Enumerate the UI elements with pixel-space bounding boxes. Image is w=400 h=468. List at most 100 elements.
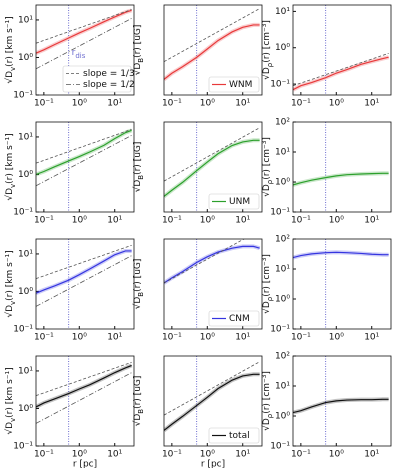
y-axis-label-part: √D: [4, 305, 15, 318]
legend-label: total: [229, 431, 250, 441]
y-axis-label: √Dρ(r) [cm⁻³]: [261, 137, 275, 197]
y-axis-label: √DB(r) [uG]: [132, 25, 146, 76]
axes-frame: [35, 121, 135, 213]
x-tick-label: 10¹: [364, 450, 379, 460]
x-tick-label: 10⁻¹: [34, 333, 54, 343]
y-tick-label: 10²: [275, 352, 290, 362]
axes-frame: [35, 238, 135, 330]
y-tick-label: 10¹: [275, 7, 290, 17]
y-axis-label-part: √D: [132, 297, 143, 310]
y-tick-label: 10⁻¹: [13, 91, 33, 101]
y-tick-label: 10⁰: [275, 412, 290, 422]
reference-line: [36, 135, 132, 187]
y-axis-label-part: ρ: [266, 296, 274, 301]
y-axis-label-part: (r) [uG]: [133, 142, 143, 175]
legend-label: UNM: [229, 197, 250, 207]
y-axis-label-part: B: [137, 175, 145, 180]
x-tick-label: 10¹: [235, 99, 250, 109]
series-line: [36, 364, 132, 408]
x-tick-label: 10⁻¹: [34, 216, 54, 226]
y-axis-label-part: (r) [km s⁻¹]: [5, 250, 15, 301]
reference-line: [36, 372, 132, 424]
y-axis-label-part: (r) [km s⁻¹]: [5, 133, 15, 184]
reference-line: [36, 361, 132, 396]
series-line: [36, 250, 132, 294]
y-tick-label: 10¹: [18, 366, 33, 376]
x-tick-label: 10¹: [107, 333, 122, 343]
y-axis-label-part: (r) [uG]: [133, 25, 143, 58]
y-axis-label: √DB(r) [uG]: [132, 259, 146, 310]
reference-line: [164, 127, 260, 182]
axes-frame: [163, 4, 263, 96]
axes-frame: [292, 121, 392, 213]
y-axis-label: √Dv(r) [km s⁻¹]: [4, 133, 18, 200]
reference-line: [36, 244, 132, 279]
y-tick-label: 10⁻¹: [270, 80, 290, 90]
y-axis-label-part: √D: [4, 188, 15, 201]
axes-frame: [163, 238, 263, 330]
y-axis-label-part: v: [9, 184, 17, 188]
legend-box: [208, 193, 260, 210]
x-tick-label: 10⁰: [329, 333, 344, 343]
axes-frame: [35, 355, 135, 447]
x-tick-label: 10⁻¹: [162, 333, 182, 343]
y-axis-label-part: √D: [132, 180, 143, 193]
legend-label: slope = 1/2: [83, 80, 135, 90]
series-line: [293, 251, 389, 259]
y-axis-label-part: √D: [132, 63, 143, 76]
series-band: [164, 22, 260, 82]
x-tick-label: 10¹: [235, 216, 250, 226]
y-tick-label: 10⁻¹: [270, 442, 290, 452]
x-tick-label: 10⁻¹: [291, 450, 311, 460]
x-tick-label: 10¹: [107, 450, 122, 460]
y-tick-label: 10⁻¹: [270, 325, 290, 335]
y-axis-label-part: (r) [uG]: [133, 259, 143, 292]
x-tick-label: 10⁰: [329, 216, 344, 226]
y-axis-label-part: √D: [261, 418, 272, 431]
y-axis-label-part: (r) [cm⁻³]: [262, 371, 272, 414]
reference-line: [293, 52, 389, 87]
panel: 10⁻¹ 10⁰ 10¹ √DB(r) [uG] CNM: [132, 238, 263, 343]
series-line: [293, 56, 389, 91]
series-line: [36, 9, 132, 54]
axes-frame: [163, 355, 263, 447]
legend-box: [208, 427, 260, 444]
reference-line: [164, 8, 260, 62]
y-axis-label-part: √D: [261, 184, 272, 197]
y-tick-label: 10¹: [18, 132, 33, 142]
series-line: [36, 129, 132, 176]
legend-box: [208, 76, 260, 93]
y-axis-label-part: B: [137, 409, 145, 414]
x-tick-label: 10⁻¹: [291, 99, 311, 109]
axes-frame: [292, 4, 392, 96]
x-tick-label: 10¹: [107, 99, 122, 109]
y-axis-label-part: √D: [4, 71, 15, 84]
x-tick-label: 10¹: [364, 99, 379, 109]
x-tick-label: 10⁰: [72, 216, 87, 226]
axes-frame: [292, 355, 392, 447]
y-axis-label-part: √D: [132, 414, 143, 427]
y-axis-label-part: (r) [cm⁻³]: [262, 254, 272, 297]
series-band: [164, 138, 260, 199]
axes-frame: [35, 4, 135, 96]
y-axis-label: √Dv(r) [km s⁻¹]: [4, 367, 18, 434]
x-tick-label: 10⁰: [200, 216, 215, 226]
y-axis-label-part: √D: [4, 422, 15, 435]
legend-label: WNM: [229, 80, 252, 90]
y-tick-label: 10¹: [18, 15, 33, 25]
y-axis-label-part: v: [9, 418, 17, 422]
y-tick-label: 10⁰: [18, 170, 33, 180]
reference-line: [36, 9, 132, 44]
x-tick-label: 10⁻¹: [162, 99, 182, 109]
series-line: [164, 373, 260, 431]
x-tick-label: 10¹: [364, 216, 379, 226]
x-tick-label: 10⁻¹: [162, 216, 182, 226]
y-tick-label: 10¹: [275, 382, 290, 392]
x-axis-label: r [pc]: [73, 460, 97, 468]
x-axis-label: r [pc]: [201, 460, 225, 468]
y-axis-label-part: √D: [261, 301, 272, 314]
series-line: [164, 24, 260, 80]
